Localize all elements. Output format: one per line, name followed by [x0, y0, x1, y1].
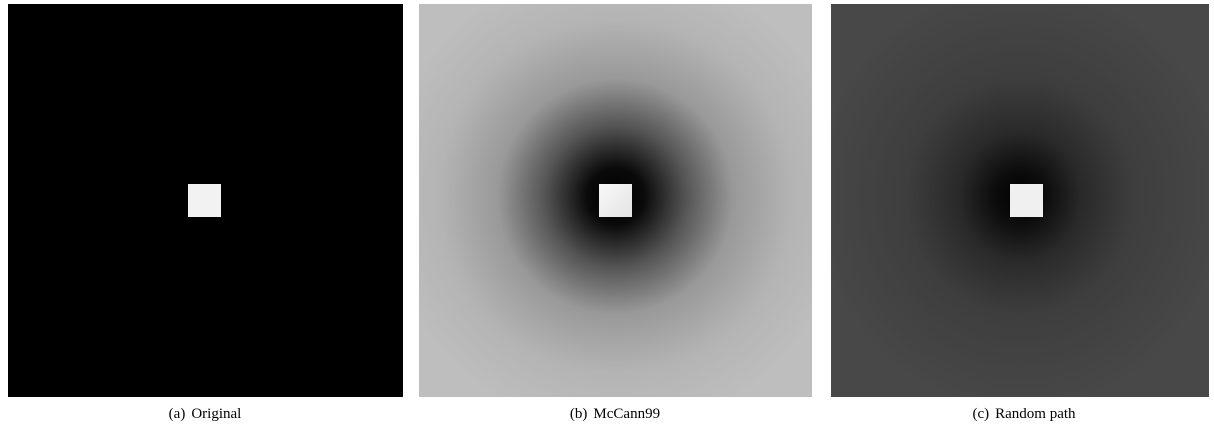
- panel-c: (c) Random path: [831, 4, 1209, 422]
- figure: (a) Original (b) McCann99 (c) Random path: [0, 0, 1214, 432]
- caption-text: McCann99: [593, 406, 660, 422]
- caption-label: (c): [972, 406, 989, 422]
- caption-text: Random path: [995, 406, 1076, 422]
- panel-b: (b) McCann99: [419, 4, 812, 422]
- caption: (a) Original: [169, 406, 242, 422]
- caption-label: (b): [570, 406, 588, 422]
- panel-a: (a) Original: [8, 4, 403, 422]
- caption: (c) Random path: [972, 406, 1076, 422]
- caption-text: Original: [191, 406, 241, 422]
- caption-label: (a): [169, 406, 186, 422]
- caption: (b) McCann99: [570, 406, 660, 422]
- square: [599, 184, 632, 217]
- square: [188, 184, 221, 217]
- square: [1010, 184, 1043, 217]
